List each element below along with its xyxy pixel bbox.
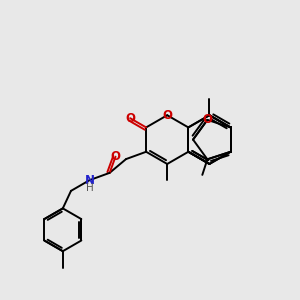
Text: O: O — [110, 150, 121, 163]
Text: N: N — [85, 174, 94, 187]
Text: O: O — [125, 112, 135, 125]
Text: H: H — [85, 184, 93, 194]
Text: O: O — [162, 109, 172, 122]
Text: O: O — [202, 113, 212, 126]
